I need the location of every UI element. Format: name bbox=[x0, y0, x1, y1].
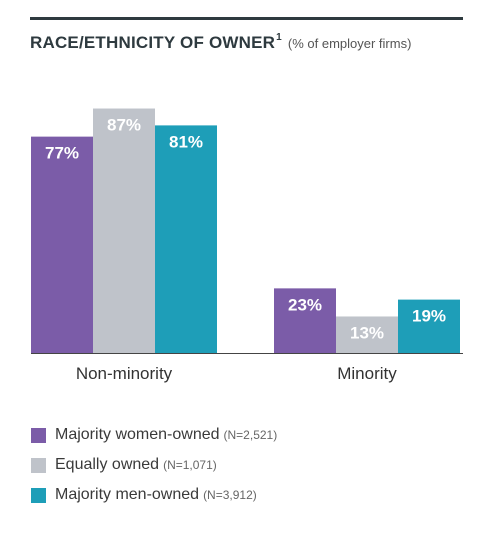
legend-label-men: Majority men-owned bbox=[55, 486, 200, 503]
category-label-minority: Minority bbox=[337, 364, 397, 383]
legend-n-men: (N=3,912) bbox=[203, 488, 257, 502]
bar-equal-minority bbox=[336, 316, 398, 353]
legend-item-men: Majority men-owned (N=3,912) bbox=[31, 480, 277, 510]
bar-label-women-non-minority: 77% bbox=[45, 144, 79, 163]
legend-swatch-equal bbox=[31, 457, 46, 473]
chart-subtitle: (% of employer firms) bbox=[287, 36, 412, 51]
legend-item-women: Majority women-owned (N=2,521) bbox=[31, 420, 277, 450]
legend-n-women: (N=2,521) bbox=[223, 428, 278, 442]
footnote-marker: 1 bbox=[276, 32, 282, 43]
legend-item-equal: Equally owned (N=1,071) bbox=[31, 450, 277, 480]
legend-label-women: Majority women-owned bbox=[55, 426, 220, 443]
top-rule bbox=[30, 17, 463, 20]
bar-label-men-non-minority: 81% bbox=[169, 132, 203, 151]
chart-title-text: RACE/ETHNICITY OF OWNER bbox=[30, 33, 276, 52]
legend-swatch-men bbox=[31, 487, 46, 503]
legend-n-equal: (N=1,071) bbox=[163, 458, 217, 472]
bar-equal-non-minority bbox=[93, 108, 155, 353]
bar-men-minority bbox=[398, 299, 460, 353]
bar-men-non-minority bbox=[155, 125, 217, 353]
legend-swatch-women bbox=[31, 427, 46, 443]
bar-label-women-minority: 23% bbox=[288, 295, 322, 314]
category-label-non-minority: Non-minority bbox=[76, 364, 173, 383]
bar-label-equal-non-minority: 87% bbox=[107, 116, 141, 135]
legend-label-equal: Equally owned bbox=[55, 456, 160, 473]
bar-label-men-minority: 19% bbox=[412, 307, 446, 326]
bar-label-equal-minority: 13% bbox=[350, 323, 384, 342]
legend: Majority women-owned (N=2,521) Equally o… bbox=[31, 420, 277, 510]
bar-women-minority bbox=[274, 288, 336, 353]
chart-title: RACE/ETHNICITY OF OWNER1 (% of employer f… bbox=[30, 32, 412, 53]
bar-women-non-minority bbox=[31, 136, 93, 353]
bar-chart: 77% 87% 81% Non-minority 23% 13% 19% Minority bbox=[31, 108, 463, 383]
